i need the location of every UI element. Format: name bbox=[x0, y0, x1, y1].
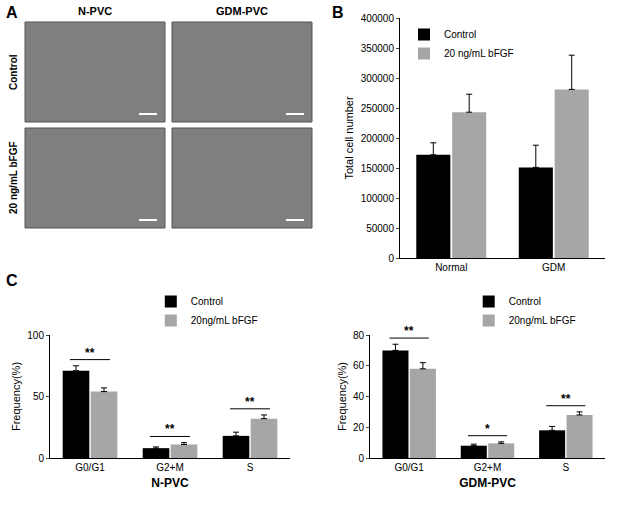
svg-text:S: S bbox=[562, 462, 569, 473]
svg-text:20: 20 bbox=[353, 422, 365, 433]
svg-text:GDM-PVC: GDM-PVC bbox=[459, 476, 516, 490]
svg-text:GDM-PVC: GDM-PVC bbox=[216, 5, 268, 17]
svg-text:20 ng/mL bFGF: 20 ng/mL bFGF bbox=[8, 141, 19, 214]
svg-text:Control: Control bbox=[8, 54, 19, 90]
svg-text:50: 50 bbox=[33, 391, 45, 402]
svg-text:**: ** bbox=[245, 395, 255, 409]
svg-text:A: A bbox=[6, 4, 18, 21]
svg-text:150000: 150000 bbox=[361, 163, 395, 174]
svg-text:0: 0 bbox=[358, 453, 364, 464]
svg-text:Normal: Normal bbox=[435, 262, 467, 273]
svg-text:60: 60 bbox=[353, 360, 365, 371]
svg-text:GDM: GDM bbox=[542, 262, 565, 273]
svg-text:100000: 100000 bbox=[361, 193, 395, 204]
svg-text:Total cell number: Total cell number bbox=[343, 96, 355, 179]
svg-text:N-PVC: N-PVC bbox=[78, 5, 112, 17]
svg-text:**: ** bbox=[561, 392, 571, 406]
svg-text:100: 100 bbox=[27, 330, 44, 341]
svg-text:40: 40 bbox=[353, 391, 365, 402]
svg-text:Control: Control bbox=[191, 296, 223, 307]
svg-text:Frequency(%): Frequency(%) bbox=[10, 362, 22, 431]
svg-text:N-PVC: N-PVC bbox=[151, 476, 189, 490]
svg-text:G2+M: G2+M bbox=[474, 462, 502, 473]
svg-text:C: C bbox=[6, 272, 18, 289]
svg-text:Control: Control bbox=[444, 29, 476, 40]
svg-text:S: S bbox=[247, 462, 254, 473]
svg-text:20ng/mL bFGF: 20ng/mL bFGF bbox=[191, 315, 258, 326]
svg-text:80: 80 bbox=[353, 330, 365, 341]
svg-text:300000: 300000 bbox=[361, 73, 395, 84]
svg-text:0: 0 bbox=[38, 453, 44, 464]
svg-text:200000: 200000 bbox=[361, 133, 395, 144]
svg-text:**: ** bbox=[85, 346, 95, 360]
svg-text:350000: 350000 bbox=[361, 43, 395, 54]
svg-text:Frequency(%): Frequency(%) bbox=[336, 362, 348, 431]
svg-text:20ng/mL bFGF: 20ng/mL bFGF bbox=[509, 315, 576, 326]
svg-text:**: ** bbox=[165, 422, 175, 436]
svg-text:G0/G1: G0/G1 bbox=[75, 462, 105, 473]
svg-text:50000: 50000 bbox=[366, 223, 394, 234]
svg-text:G0/G1: G0/G1 bbox=[394, 462, 424, 473]
svg-text:B: B bbox=[332, 4, 344, 21]
svg-text:Control: Control bbox=[509, 296, 541, 307]
svg-text:*: * bbox=[485, 422, 490, 436]
svg-text:**: ** bbox=[404, 324, 414, 338]
svg-text:G2+M: G2+M bbox=[156, 462, 184, 473]
svg-text:250000: 250000 bbox=[361, 103, 395, 114]
svg-text:20 ng/mL bFGF: 20 ng/mL bFGF bbox=[444, 48, 514, 59]
svg-text:0: 0 bbox=[388, 253, 394, 264]
svg-text:400000: 400000 bbox=[361, 13, 395, 24]
